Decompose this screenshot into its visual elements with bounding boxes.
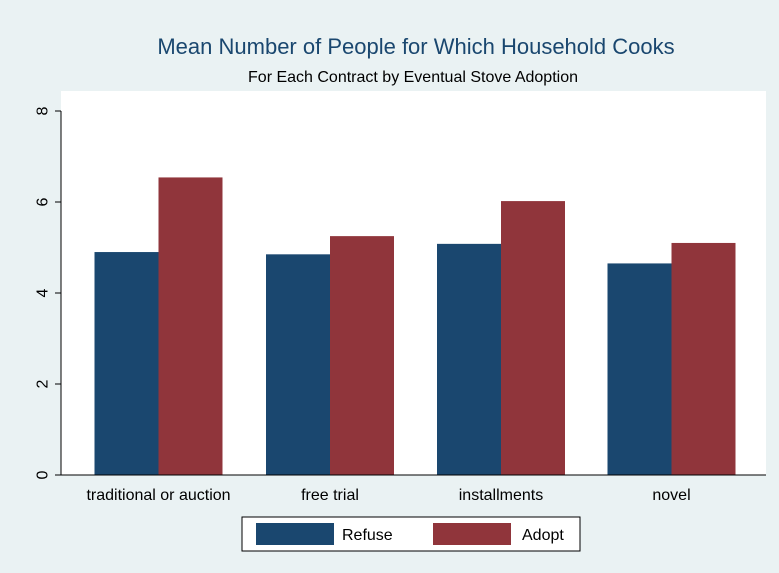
- x-category-label: traditional or auction: [86, 487, 230, 504]
- bar-refuse-traditional-or-auction: [94, 252, 159, 475]
- x-axis: traditional or auction free trial installm…: [61, 474, 766, 504]
- chart-subtitle: For Each Contract by Eventual Stove Adop…: [248, 69, 578, 86]
- legend: Refuse Adopt: [241, 516, 581, 552]
- legend-swatch-refuse: [256, 523, 334, 545]
- bar-adopt-free-trial: [330, 236, 394, 475]
- y-axis: 0 2 4 6 8: [35, 106, 62, 479]
- legend-label-refuse: Refuse: [342, 527, 393, 544]
- bars: [94, 177, 736, 475]
- chart-title: Mean Number of People for Which Househol…: [157, 34, 674, 59]
- y-tick-label: 0: [35, 470, 52, 479]
- bar-adopt-traditional-or-auction: [158, 177, 223, 475]
- bar-adopt-novel: [671, 242, 736, 475]
- bar-refuse-free-trial: [266, 254, 330, 475]
- bar-refuse-novel: [607, 263, 672, 475]
- legend-label-adopt: Adopt: [522, 527, 564, 544]
- legend-swatch-adopt: [433, 523, 511, 545]
- bar-adopt-installments: [501, 201, 565, 475]
- bar-refuse-installments: [437, 243, 501, 475]
- x-category-label: free trial: [301, 487, 359, 504]
- x-category-label: novel: [652, 487, 690, 504]
- y-tick-label: 4: [35, 288, 52, 297]
- x-category-label: installments: [459, 487, 543, 504]
- y-tick-label: 8: [35, 106, 52, 115]
- y-tick-label: 6: [35, 197, 52, 206]
- y-tick-label: 2: [35, 379, 52, 388]
